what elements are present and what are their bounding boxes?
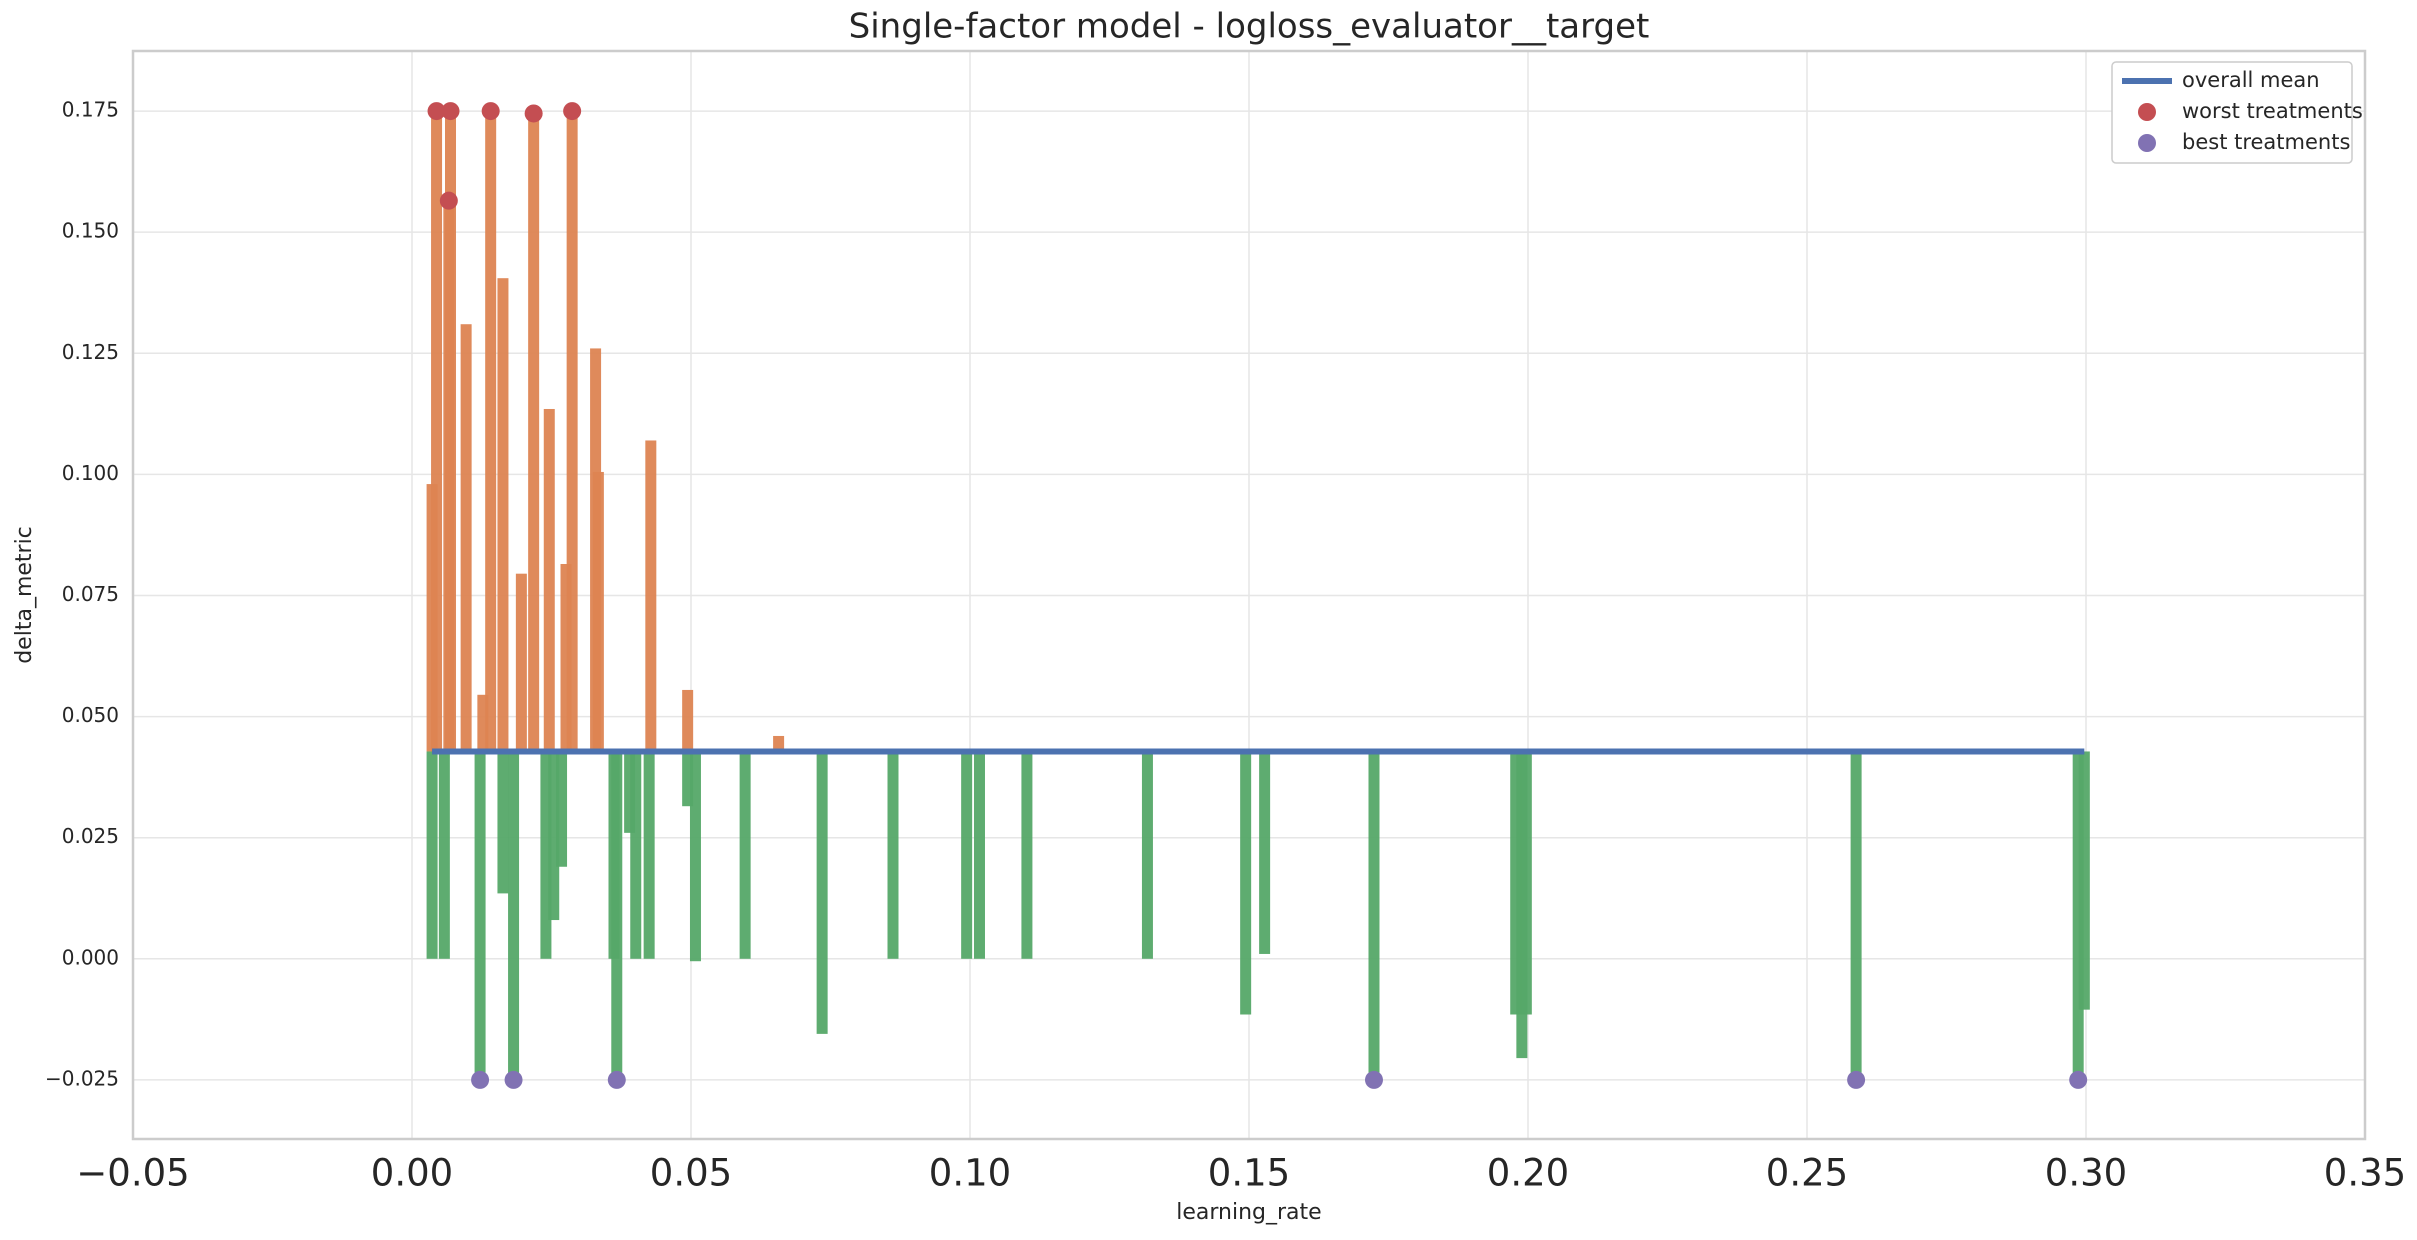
bar xyxy=(645,440,657,752)
bar xyxy=(592,471,604,752)
x-axis-label: learning_rate xyxy=(1176,1200,1321,1225)
x-tick-label: 0.35 xyxy=(2324,1152,2406,1195)
y-axis-label: delta_metric xyxy=(12,526,37,664)
bar xyxy=(682,689,694,752)
y-tick-label: 0.150 xyxy=(62,219,119,243)
bar xyxy=(1259,751,1271,954)
bar xyxy=(560,563,572,752)
bar xyxy=(816,751,828,1034)
legend-box xyxy=(2111,61,2353,164)
bar xyxy=(1368,751,1380,1080)
x-tick-label: 0.00 xyxy=(371,1152,453,1195)
bar xyxy=(528,113,540,752)
scatter-point xyxy=(524,104,543,123)
y-tick-label: 0.100 xyxy=(62,461,119,485)
bar xyxy=(540,751,552,959)
bar xyxy=(543,408,555,752)
bar xyxy=(682,751,694,807)
bar xyxy=(1021,751,1033,959)
bar xyxy=(1141,751,1153,959)
bar xyxy=(474,751,486,1080)
bar xyxy=(1520,751,1532,1015)
x-tick-label: 0.15 xyxy=(1208,1152,1290,1195)
bar xyxy=(497,751,509,894)
bar xyxy=(739,751,751,959)
bar xyxy=(438,751,450,959)
bar xyxy=(556,751,568,867)
scatter-point xyxy=(1847,1070,1866,1089)
bar xyxy=(2072,751,2084,1080)
bar xyxy=(961,751,973,959)
bar xyxy=(445,111,457,752)
x-tick-label: −0.05 xyxy=(76,1152,189,1195)
legend-marker xyxy=(2138,134,2156,152)
bar xyxy=(773,735,785,752)
bar xyxy=(973,751,985,959)
bar xyxy=(1850,751,1862,1080)
scatter-point xyxy=(439,191,458,210)
plot-frame xyxy=(131,49,2367,1141)
bar xyxy=(630,751,642,959)
legend-label: overall mean xyxy=(2182,68,2320,92)
scatter-point xyxy=(2069,1070,2088,1089)
bar xyxy=(431,111,443,752)
legend-marker xyxy=(2138,103,2156,121)
scatter-point xyxy=(427,102,446,121)
bar xyxy=(508,751,520,1080)
y-tick-label: 0.175 xyxy=(62,98,119,122)
bar xyxy=(689,751,701,962)
x-tick-label: 0.20 xyxy=(1487,1152,1569,1195)
x-tick-label: 0.05 xyxy=(650,1152,732,1195)
scatter-point xyxy=(441,102,460,121)
bar xyxy=(515,573,527,752)
y-tick-label: 0.075 xyxy=(62,582,119,606)
x-tick-label: 0.30 xyxy=(2045,1152,2127,1195)
bar xyxy=(460,324,472,752)
scatter-point xyxy=(481,102,500,121)
bar xyxy=(624,751,636,833)
bar xyxy=(548,751,560,921)
scatter-point xyxy=(607,1070,626,1089)
y-tick-label: 0.000 xyxy=(62,945,119,969)
chart-title: Single-factor model - logloss_evaluator_… xyxy=(849,7,1650,47)
bar xyxy=(887,751,899,959)
y-tick-label: 0.125 xyxy=(62,340,119,364)
legend-label: best treatments xyxy=(2182,130,2350,154)
scatter-point xyxy=(563,102,582,121)
y-tick-label: 0.050 xyxy=(62,703,119,727)
legend-label: worst treatments xyxy=(2182,99,2363,123)
bar xyxy=(2078,751,2090,1010)
x-tick-label: 0.25 xyxy=(1766,1152,1848,1195)
scatter-point xyxy=(504,1070,523,1089)
bar xyxy=(1510,751,1522,1015)
x-tick-label: 0.10 xyxy=(929,1152,1011,1195)
y-tick-label: 0.025 xyxy=(62,824,119,848)
y-tick-label: −0.025 xyxy=(45,1066,119,1090)
bar xyxy=(643,751,655,959)
scatter-point xyxy=(471,1070,490,1089)
bar xyxy=(477,694,489,752)
bar xyxy=(1240,751,1252,1015)
bar xyxy=(497,278,509,752)
bar xyxy=(485,111,497,752)
bar xyxy=(611,751,623,1080)
scatter-point xyxy=(1364,1070,1383,1089)
bar xyxy=(426,751,438,959)
bar xyxy=(566,111,578,752)
